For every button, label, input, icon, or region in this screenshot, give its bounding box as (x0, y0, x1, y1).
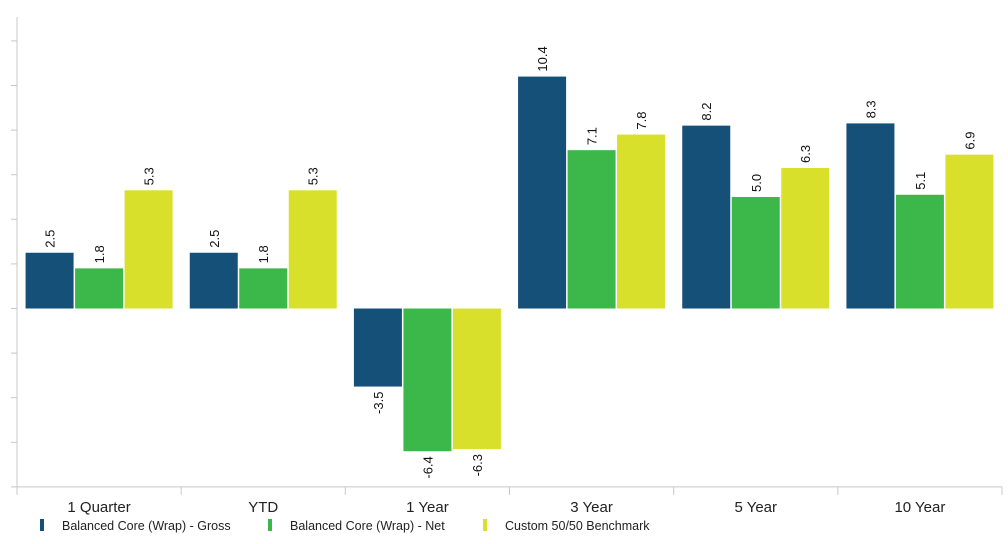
bar-labels: 2.5 2.5 -3.5 10.4 8.2 8.3 1.8 1.8 -6.4 7.1 5.0 5.1 5… (43, 46, 978, 478)
y-axis (11, 17, 18, 488)
legend-swatch (483, 519, 487, 531)
data-label: 6.9 (962, 132, 977, 150)
data-label: 7.8 (634, 111, 649, 129)
legend-label: Custom 50/50 Benchmark (505, 519, 650, 533)
bar (75, 268, 124, 309)
legend-label: Balanced Core (Wrap) - Net (290, 519, 445, 533)
x-tick-label: YTD (248, 499, 278, 516)
bar (353, 308, 402, 387)
x-tick-label: 5 Year (734, 499, 777, 516)
data-label: 7.1 (585, 127, 600, 145)
data-label: 8.3 (863, 100, 878, 118)
bar (945, 154, 994, 309)
data-label: 10.4 (535, 46, 550, 71)
data-label: 5.3 (306, 167, 321, 185)
data-label: 2.5 (207, 230, 222, 248)
data-label: -6.4 (420, 456, 435, 478)
legend-label: Balanced Core (Wrap) - Gross (62, 519, 231, 533)
data-label: 1.8 (256, 245, 271, 263)
bar (403, 308, 452, 452)
data-label: 2.5 (43, 230, 58, 248)
x-tick-label: 10 Year (894, 499, 945, 516)
bar (682, 125, 731, 309)
data-label: 5.1 (913, 172, 928, 190)
bar (452, 308, 501, 449)
bar (288, 190, 337, 309)
data-label: -3.5 (371, 392, 386, 414)
bar (731, 197, 780, 309)
bar (895, 194, 944, 309)
x-tick-label: 1 Year (406, 499, 449, 516)
data-label: 5.3 (142, 167, 157, 185)
bar (189, 252, 238, 309)
bars (25, 76, 994, 452)
x-tick-label: 1 Quarter (67, 499, 130, 516)
data-label: 5.0 (749, 174, 764, 192)
bar (617, 134, 666, 309)
bar (846, 123, 895, 309)
x-tick-label: 3 Year (570, 499, 613, 516)
bar (25, 252, 74, 309)
legend: Balanced Core (Wrap) - Gross Balanced Cor… (40, 519, 650, 533)
data-label: -6.3 (470, 454, 485, 476)
data-label: 1.8 (92, 245, 107, 263)
bar (518, 76, 567, 309)
bar (239, 268, 288, 309)
x-axis: 1 Quarter YTD 1 Year 3 Year 5 Year 10 Year (16, 486, 1003, 516)
bar (124, 190, 173, 309)
data-label: 6.3 (798, 145, 813, 163)
legend-swatch (268, 519, 272, 531)
bar (781, 168, 830, 309)
bar (567, 150, 616, 309)
data-label: 8.2 (699, 103, 714, 121)
legend-swatch (40, 519, 44, 531)
